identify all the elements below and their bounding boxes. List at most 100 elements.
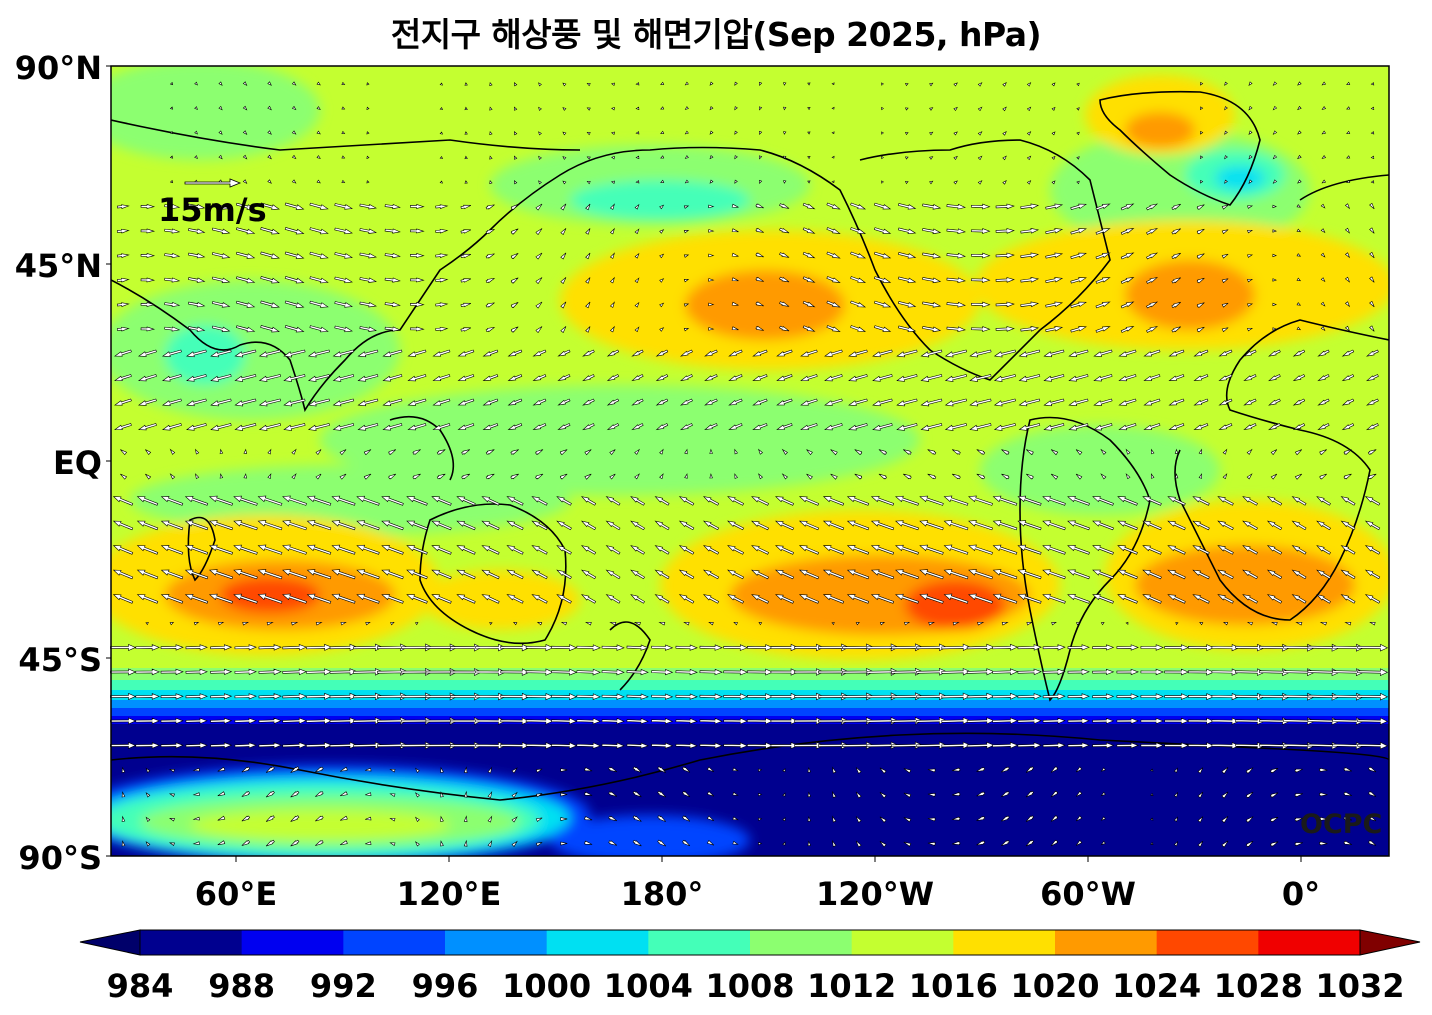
wind-arrow — [848, 423, 868, 431]
wind-arrow — [1243, 398, 1257, 406]
wind-arrow — [826, 276, 841, 283]
wind-arrow — [1025, 790, 1034, 798]
wind-arrow — [1120, 252, 1135, 260]
wind-arrow — [943, 520, 969, 531]
wind-arrow — [1235, 643, 1266, 652]
wind-arrow — [1187, 668, 1215, 676]
wind-arrow — [1173, 840, 1178, 847]
wind-arrow — [562, 131, 567, 136]
wind-arrow — [242, 81, 248, 86]
wind-arrow — [1196, 204, 1205, 210]
wind-arrow — [551, 742, 578, 750]
wind-arrow — [507, 398, 523, 406]
wind-arrow — [233, 569, 258, 580]
wind-arrow — [1242, 520, 1258, 531]
wind-arrow — [582, 398, 595, 406]
wind-arrow — [332, 398, 355, 407]
wind-arrow — [265, 790, 275, 798]
wind-arrow — [233, 520, 258, 531]
colorbar-segment — [1258, 930, 1361, 955]
wind-arrow — [331, 544, 356, 555]
wind-arrow — [217, 840, 226, 846]
wind-arrow — [1025, 815, 1034, 822]
wind-arrow — [365, 767, 372, 772]
wind-arrow — [684, 473, 688, 479]
wind-arrow — [242, 179, 248, 184]
wind-arrow — [384, 252, 401, 259]
wind-arrow — [366, 106, 370, 110]
wind-arrow — [135, 742, 160, 749]
wind-arrow — [1150, 817, 1154, 821]
wind-arrow — [1067, 520, 1090, 531]
wind-arrow — [1370, 180, 1375, 184]
wind-arrow — [164, 277, 181, 283]
wind-arrow — [1343, 840, 1352, 845]
wind-arrow — [463, 815, 468, 823]
wind-arrow — [800, 423, 818, 430]
wind-arrow — [993, 349, 1016, 358]
wind-arrow — [977, 82, 983, 87]
wind-arrow — [1344, 227, 1351, 234]
wind-arrow — [1340, 496, 1356, 506]
wind-arrow — [675, 742, 698, 749]
wind-arrow — [1017, 644, 1042, 651]
wind-arrow — [1369, 276, 1375, 283]
wind-arrow — [1020, 228, 1040, 234]
wind-arrow — [435, 228, 449, 234]
wind-arrow — [211, 203, 231, 210]
wind-arrow — [1051, 82, 1056, 87]
wind-arrow — [1368, 791, 1377, 797]
wind-arrow — [1248, 105, 1253, 111]
wind-arrow — [482, 374, 499, 381]
wind-arrow — [160, 496, 184, 506]
wind-arrow — [992, 643, 1019, 651]
wind-arrow — [881, 131, 884, 135]
wind-arrow — [580, 569, 597, 580]
wind-arrow — [794, 692, 825, 701]
wind-arrow — [357, 398, 379, 407]
wind-arrow — [822, 520, 845, 531]
wind-arrow — [1092, 717, 1115, 725]
wind-arrow — [1067, 569, 1090, 580]
wind-arrow — [1070, 326, 1087, 333]
wind-arrow — [683, 328, 690, 332]
wind-arrow — [513, 106, 518, 111]
wind-arrow — [1266, 569, 1283, 580]
wind-arrow — [1221, 816, 1229, 823]
wind-arrow — [1218, 349, 1233, 357]
wind-arrow — [1196, 253, 1205, 259]
wind-arrow — [1272, 105, 1278, 111]
wind-arrow — [755, 203, 764, 209]
wind-arrow — [560, 326, 567, 333]
wind-arrow — [160, 569, 184, 580]
wind-arrow — [794, 668, 825, 676]
wind-arrow — [747, 717, 774, 725]
wind-arrow — [435, 277, 449, 283]
wind-arrow — [699, 717, 723, 725]
wind-arrow — [1117, 496, 1138, 506]
wind-arrow — [1068, 423, 1089, 431]
wind-arrow — [1217, 594, 1234, 604]
wind-arrow — [779, 227, 790, 234]
wind-arrow — [1095, 326, 1111, 333]
wind-arrow — [580, 496, 597, 506]
wind-arrow — [708, 229, 715, 233]
wind-arrow — [340, 622, 347, 626]
wind-arrow — [140, 253, 156, 258]
wind-arrow — [732, 767, 739, 772]
wind-arrow — [1218, 398, 1233, 406]
wind-arrow — [464, 131, 468, 135]
wind-arrow — [406, 520, 428, 531]
wind-arrow — [831, 155, 835, 159]
wind-arrow — [145, 792, 151, 798]
wind-arrow — [1020, 252, 1040, 259]
colorbar-tick-label: 1032 — [1315, 967, 1404, 1005]
wind-arrow — [842, 716, 875, 725]
wind-arrow — [905, 156, 909, 160]
wind-arrow — [1100, 840, 1106, 846]
wind-arrow — [481, 569, 500, 580]
wind-arrow — [160, 742, 184, 749]
wind-arrow — [1294, 768, 1303, 773]
wind-arrow — [1321, 155, 1326, 159]
wind-arrow — [137, 349, 157, 357]
